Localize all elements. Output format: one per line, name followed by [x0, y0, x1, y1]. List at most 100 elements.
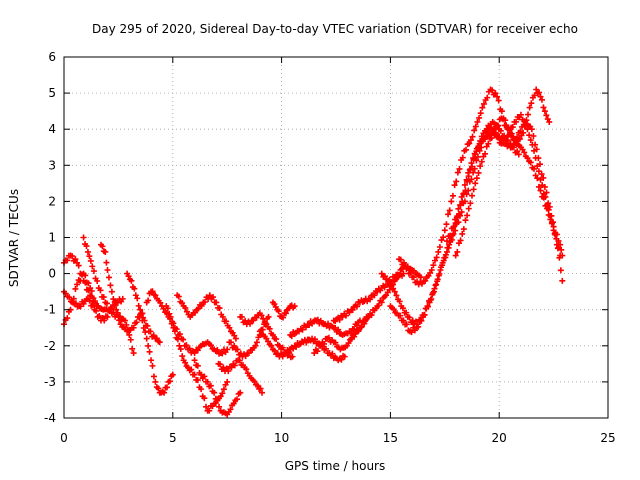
- data-point: [134, 295, 141, 302]
- data-point: [226, 324, 233, 331]
- data-point: [540, 194, 547, 201]
- data-point: [336, 316, 343, 323]
- data-point: [90, 268, 97, 275]
- data-point: [488, 135, 495, 142]
- data-point: [397, 256, 404, 263]
- data-point: [393, 292, 400, 299]
- data-point: [140, 325, 147, 332]
- y-tick-label: -4: [44, 411, 56, 425]
- data-point: [470, 186, 477, 193]
- data-point: [443, 238, 450, 245]
- data-point: [149, 288, 156, 295]
- y-tick-label: 4: [48, 122, 56, 136]
- series-track-7: [139, 317, 176, 396]
- data-point: [407, 269, 414, 276]
- data-point: [107, 282, 114, 289]
- series-track-15: [269, 299, 298, 321]
- data-point: [428, 266, 435, 273]
- data-point: [182, 359, 189, 366]
- data-point: [191, 371, 198, 378]
- data-point: [207, 382, 214, 389]
- data-point: [368, 312, 375, 319]
- data-point: [367, 296, 374, 303]
- data-point: [182, 304, 189, 311]
- data-point: [183, 342, 190, 349]
- y-tick-label: -3: [44, 375, 56, 389]
- data-point: [175, 293, 182, 300]
- data-point: [548, 220, 555, 227]
- data-point: [500, 116, 507, 123]
- data-point: [167, 313, 174, 320]
- data-point: [276, 342, 283, 349]
- data-point: [210, 294, 217, 301]
- data-point: [521, 149, 528, 156]
- data-point: [533, 86, 540, 93]
- data-point: [332, 339, 339, 346]
- data-point: [92, 298, 99, 305]
- data-point: [202, 403, 209, 410]
- data-point: [497, 127, 504, 134]
- data-point: [358, 324, 365, 331]
- series-track-25: [452, 115, 566, 259]
- data-point: [217, 361, 224, 368]
- data-point: [177, 346, 184, 353]
- data-point: [233, 396, 240, 403]
- data-point: [174, 336, 181, 343]
- data-point: [400, 270, 407, 277]
- data-point: [145, 297, 152, 304]
- data-point: [385, 277, 392, 284]
- data-point: [409, 317, 416, 324]
- data-point: [442, 251, 449, 258]
- data-point: [536, 89, 543, 96]
- data-point: [219, 390, 226, 397]
- data-point: [97, 287, 104, 294]
- data-point: [480, 100, 487, 107]
- data-point: [265, 338, 271, 345]
- data-point: [446, 207, 453, 214]
- data-point: [114, 299, 121, 306]
- data-point: [220, 364, 227, 371]
- data-point: [149, 362, 156, 369]
- data-point: [231, 342, 238, 349]
- data-point: [146, 348, 153, 355]
- data-point: [475, 169, 482, 176]
- data-point: [131, 285, 138, 292]
- data-point: [179, 353, 186, 360]
- data-point: [117, 313, 124, 320]
- data-point: [489, 87, 496, 94]
- data-point: [285, 349, 292, 356]
- data-point: [150, 373, 157, 380]
- data-series: [61, 86, 566, 418]
- data-point: [279, 344, 286, 351]
- data-point: [557, 267, 564, 274]
- data-point: [378, 270, 385, 277]
- data-point: [459, 154, 466, 161]
- data-point: [403, 309, 410, 316]
- data-point: [424, 303, 431, 310]
- data-point: [273, 336, 280, 343]
- data-point: [194, 362, 201, 369]
- data-point: [70, 295, 77, 302]
- data-point: [201, 373, 208, 380]
- data-point: [108, 288, 115, 295]
- data-point: [237, 389, 244, 396]
- data-point: [72, 285, 79, 292]
- data-point: [166, 310, 173, 317]
- data-point: [495, 97, 502, 104]
- data-point: [188, 366, 195, 373]
- data-point: [96, 313, 103, 320]
- data-point: [201, 298, 208, 305]
- data-point: [128, 277, 135, 284]
- data-point: [463, 146, 470, 153]
- data-point: [250, 317, 257, 324]
- data-point: [224, 346, 231, 353]
- x-tick-label: 10: [274, 431, 289, 445]
- data-point: [150, 332, 157, 339]
- data-point: [282, 310, 289, 317]
- data-point: [547, 212, 554, 219]
- data-point: [461, 181, 468, 188]
- data-point: [456, 165, 463, 172]
- data-point: [399, 305, 406, 312]
- x-tick-label: 5: [169, 431, 177, 445]
- data-point: [216, 403, 223, 410]
